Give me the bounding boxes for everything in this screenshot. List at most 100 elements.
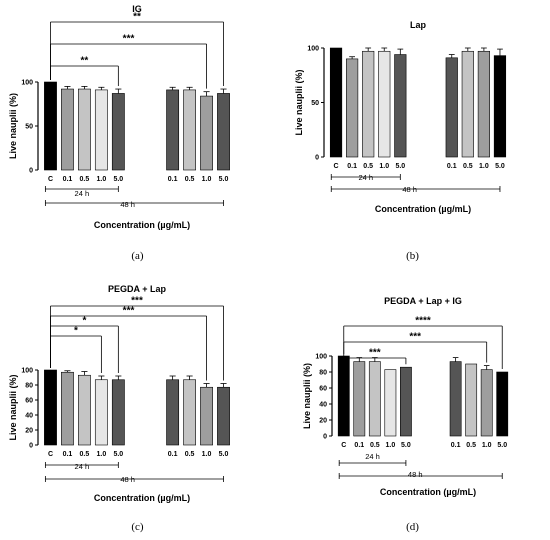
x-tick-label: 5.0 <box>219 176 229 183</box>
y-axis-label: Live nauplii (%) <box>294 69 304 135</box>
x-tick-label: 1.0 <box>479 163 489 170</box>
x-tick-label: C <box>341 442 346 449</box>
x-tick-label: 0.5 <box>185 451 195 458</box>
x-tick-label: 1.0 <box>379 163 389 170</box>
x-tick-label: 0.1 <box>168 176 178 183</box>
bar <box>496 371 509 437</box>
y-tick-label: 100 <box>315 354 327 361</box>
time-label-48h: 48 h <box>120 475 135 484</box>
bar <box>346 58 359 158</box>
bar <box>329 47 343 158</box>
panel-c: PEGDA + Lap 0 20 40 60 80 100 Live nauplii (%) C… <box>0 270 275 540</box>
sig-label: ** <box>133 12 141 23</box>
y-tick-label: 0 <box>323 434 327 441</box>
y-tick-label: 50 <box>311 100 319 107</box>
panel-label: (b) <box>406 250 419 262</box>
y-axis-label: Live nauplii (%) <box>8 374 18 440</box>
bar <box>94 379 108 446</box>
x-tick-label: 0.5 <box>466 442 476 449</box>
panel-label: (c) <box>131 521 144 533</box>
x-tick-label: 1.0 <box>202 451 212 458</box>
x-tick-label: 5.0 <box>219 451 229 458</box>
bar <box>461 50 474 158</box>
x-tick-label: 0.1 <box>63 176 73 183</box>
sig-label: *** <box>131 296 143 307</box>
x-tick-label: 1.0 <box>482 442 492 449</box>
sig-label: **** <box>415 316 431 327</box>
bar <box>362 50 375 158</box>
x-tick-label: 0.5 <box>370 442 380 449</box>
bar <box>183 379 196 446</box>
x-tick-label: 0.1 <box>168 451 178 458</box>
y-tick-label: 50 <box>25 124 33 131</box>
sig-label: * <box>74 326 78 337</box>
sig-label: *** <box>409 332 421 343</box>
sig-label: ** <box>81 56 89 67</box>
time-label-48h: 48 h <box>402 185 417 194</box>
bar <box>200 386 213 446</box>
sig-label: *** <box>123 34 135 45</box>
x-tick-label: C <box>48 451 53 458</box>
chart-title: Lap <box>410 20 427 30</box>
x-axis-label: Concentration (µg/mL) <box>94 493 190 503</box>
bar <box>465 363 478 437</box>
bar <box>200 95 213 171</box>
y-tick-label: 0 <box>29 443 33 450</box>
bar <box>480 369 493 437</box>
y-axis-label: Live nauplii (%) <box>8 93 18 159</box>
y-tick-label: 20 <box>319 418 327 425</box>
y-tick-label: 80 <box>25 383 33 390</box>
x-tick-label: 5.0 <box>113 176 123 183</box>
y-tick-label: 100 <box>307 46 319 53</box>
chart-title: PEGDA + Lap + IG <box>384 296 462 306</box>
panel-a: IG 0 50 100 Live nauplii (%) C 0.1 0.5 1.0 5.0 0.1… <box>0 0 275 270</box>
x-tick-label: 0.1 <box>354 442 364 449</box>
y-tick-label: 60 <box>319 386 327 393</box>
y-tick-label: 20 <box>25 428 33 435</box>
bar <box>166 89 180 171</box>
x-tick-label: 5.0 <box>113 451 123 458</box>
x-tick-label: 1.0 <box>97 176 107 183</box>
x-tick-label: 0.1 <box>447 163 457 170</box>
bar <box>44 81 57 171</box>
bar <box>400 366 412 437</box>
x-tick-label: C <box>48 176 53 183</box>
bar <box>111 93 125 171</box>
x-tick-label: C <box>334 163 339 170</box>
panel-label: (a) <box>131 250 144 262</box>
bar <box>44 369 57 446</box>
sig-label: *** <box>123 306 135 317</box>
panel-d: PEGDA + Lap + IG 0 20 40 60 80 100 Live nauplii… <box>275 270 550 540</box>
bar <box>449 361 462 437</box>
bar <box>445 57 458 158</box>
panel-label: (d) <box>406 521 419 533</box>
chart-title: PEGDA + Lap <box>108 284 166 294</box>
bar <box>368 361 381 437</box>
x-tick-label: 1.0 <box>202 176 212 183</box>
y-axis-label: Live nauplii (%) <box>302 363 312 429</box>
y-tick-label: 100 <box>21 368 33 375</box>
x-tick-label: 0.5 <box>363 163 373 170</box>
bar <box>183 89 196 171</box>
x-tick-label: 0.5 <box>463 163 473 170</box>
x-axis-label: Concentration (µg/mL) <box>94 220 190 230</box>
bar <box>166 379 180 446</box>
bar <box>217 93 230 171</box>
y-tick-label: 40 <box>319 402 327 409</box>
x-tick-label: 0.1 <box>63 451 73 458</box>
bar <box>111 379 125 446</box>
y-tick-label: 40 <box>25 413 33 420</box>
sig-label: *** <box>369 348 381 359</box>
bar <box>378 50 391 158</box>
panel-b: Lap 0 50 100 Live nauplii (%) C 0.1 0.5 1.0 5.0 0.… <box>275 0 550 270</box>
y-tick-label: 0 <box>315 155 319 162</box>
y-tick-label: 100 <box>21 80 33 87</box>
x-tick-label: 0.5 <box>80 451 90 458</box>
x-tick-label: 0.1 <box>451 442 461 449</box>
time-label-24h: 24 h <box>75 189 90 198</box>
x-tick-label: 5.0 <box>395 163 405 170</box>
bar <box>384 369 397 437</box>
